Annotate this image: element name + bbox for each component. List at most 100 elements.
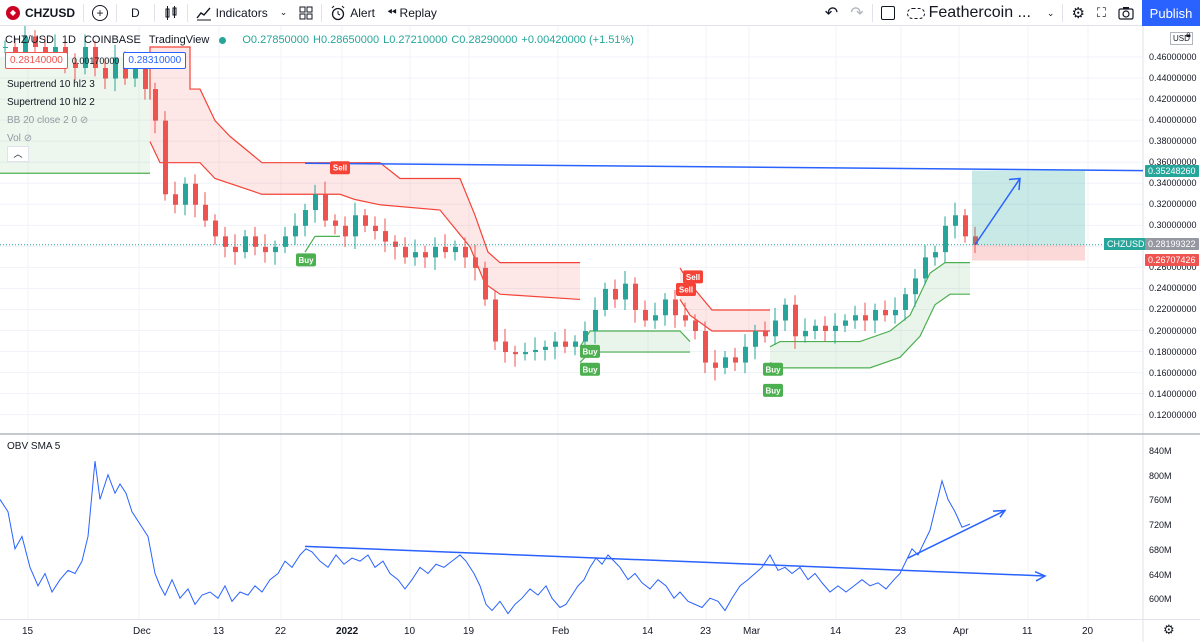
buy-signal-text: Buy	[582, 347, 598, 356]
candlesticks	[3, 26, 978, 381]
layout-name-label: Feathercoin ...	[928, 4, 1031, 21]
signal-labels: Sell Buy Sell Sell Buy Buy Buy Buy	[296, 161, 783, 397]
candle-body	[763, 331, 768, 337]
time-tick: Mar	[743, 626, 761, 637]
projection-arrow	[974, 178, 1021, 246]
low-value: L0.27210000	[383, 34, 448, 46]
change-value: +0.00420000 (+1.51%)	[521, 34, 634, 46]
toolbar-divider	[153, 3, 155, 22]
candle-body	[923, 257, 928, 279]
indicators-icon	[196, 7, 211, 20]
supertrend-green-zone	[0, 57, 150, 174]
candle-body	[403, 246, 408, 258]
trade-buttons: 0.28140000 0.00170000 0.28310000	[5, 52, 187, 69]
long-position-profit-zone	[972, 170, 1085, 245]
candle-body	[343, 225, 348, 237]
lock-icon[interactable]: 🔒︎	[1186, 29, 1191, 39]
symbol-search-button[interactable]: ◆ CHZUSD	[0, 0, 81, 26]
buy-signal: Buy	[580, 362, 600, 376]
chart-settings-icon[interactable]: ⚙	[1163, 622, 1175, 637]
candle-body	[263, 246, 268, 253]
candle-body	[173, 194, 178, 205]
currency-badge[interactable]: USD	[1170, 32, 1193, 45]
candle-body	[383, 231, 388, 242]
candle-body	[443, 246, 448, 253]
buy-price-button[interactable]: 0.28310000	[123, 52, 187, 69]
obv-tick: 600M	[1149, 594, 1172, 605]
buy-signal: Buy	[763, 383, 783, 397]
indicator-supertrend-2[interactable]: Supertrend 10 hl2 2	[7, 97, 95, 108]
undo-button[interactable]: ↶	[819, 0, 844, 26]
indicator-supertrend-3[interactable]: Supertrend 10 hl2 3	[7, 79, 95, 90]
candle-body	[413, 252, 418, 258]
indicator-bb[interactable]: BB 20 close 2 0 ⊘	[7, 112, 95, 130]
sell-price-button[interactable]: 0.28140000	[5, 52, 68, 69]
alert-button[interactable]: Alert	[324, 0, 381, 26]
sell-signal-box	[676, 282, 696, 296]
candle-body	[283, 236, 288, 247]
candle-body	[873, 309, 878, 321]
indicators-label: Indicators	[215, 5, 268, 20]
candle-body	[943, 225, 948, 253]
candle-body	[603, 288, 608, 310]
candle-body	[163, 120, 168, 195]
candle-body	[293, 225, 298, 237]
candle-body	[463, 246, 468, 258]
candle-body	[253, 236, 258, 247]
templates-button[interactable]	[293, 0, 319, 26]
grid	[0, 26, 1200, 642]
indicator-vol[interactable]: Vol ⊘	[7, 130, 95, 148]
layout-name-button[interactable]: Feathercoin ... ⌄	[901, 0, 1061, 26]
candle-body	[613, 288, 618, 300]
buy-signal-text: Buy	[582, 365, 598, 374]
price-tick: 0.24000000	[1149, 283, 1197, 294]
redo-button[interactable]: ↷	[844, 0, 869, 26]
replay-button[interactable]: ⏪︎ Replay	[381, 0, 443, 26]
obv-tick: 680M	[1149, 544, 1172, 555]
collapse-legend-button[interactable]: ︿	[7, 146, 29, 162]
price-tick: 0.42000000	[1149, 94, 1197, 105]
compare-button[interactable]: +	[86, 0, 114, 26]
buy-signal-box	[580, 362, 600, 376]
obv-axis[interactable]: 840M 800M 760M 720M 680M 640M 600M	[1143, 436, 1200, 619]
time-tick: 10	[404, 626, 416, 637]
time-axis[interactable]: 15 Dec 13 22 2022 10 19 Feb 14 23 Mar 14 23 Apr 11 20	[0, 619, 1200, 642]
supertrend-red-zone	[150, 46, 580, 300]
price-tick: 0.16000000	[1149, 367, 1197, 378]
snapshot-button[interactable]	[1112, 0, 1140, 26]
time-tick: 2022	[336, 626, 359, 637]
price-tick: 0.44000000	[1149, 73, 1197, 84]
candle-body	[913, 278, 918, 295]
candle-body	[73, 62, 78, 69]
price-tick: 0.26000000	[1149, 262, 1197, 273]
chart-type-button[interactable]	[157, 0, 185, 26]
candle-body	[333, 220, 338, 226]
buy-signal-text: Buy	[298, 256, 314, 265]
indicators-button[interactable]: Indicators ⌄	[190, 0, 294, 26]
candle-body	[553, 341, 558, 347]
obv-indicator-label[interactable]: OBV SMA 5	[7, 441, 61, 452]
candle-body	[233, 246, 238, 253]
price-axis[interactable]: 0.46000000 0.44000000 0.42000000 0.40000000…	[1143, 26, 1200, 434]
supertrend-support-line	[304, 235, 340, 253]
candle-body	[773, 320, 778, 337]
obv-tick: 720M	[1149, 520, 1172, 531]
settings-button[interactable]: ⚙	[1065, 0, 1090, 26]
interval-button[interactable]: D	[119, 0, 152, 26]
price-chart-pane[interactable]: Sell Buy Sell Sell Buy Buy Buy Buy	[0, 26, 1200, 642]
sell-signal-box	[330, 161, 350, 175]
buy-signal-text: Buy	[765, 365, 781, 374]
obv-arrow-head	[1034, 570, 1047, 582]
publish-button[interactable]: Publish	[1142, 0, 1200, 26]
price-tick: 0.20000000	[1149, 325, 1197, 336]
target-price-tag: 0.35248260	[1145, 165, 1199, 177]
layout-toggle-button[interactable]	[875, 0, 901, 26]
candle-body	[813, 325, 818, 332]
resistance-line	[304, 162, 1144, 172]
fullscreen-button[interactable]: ⛶	[1091, 0, 1112, 26]
candle-body	[373, 225, 378, 232]
candle-body	[723, 357, 728, 368]
toolbar-right-group: ↶ ↷ Feathercoin ... ⌄ ⚙ ⛶	[819, 0, 1140, 26]
market-status-icon	[219, 36, 227, 44]
toolbar-divider	[186, 3, 188, 22]
